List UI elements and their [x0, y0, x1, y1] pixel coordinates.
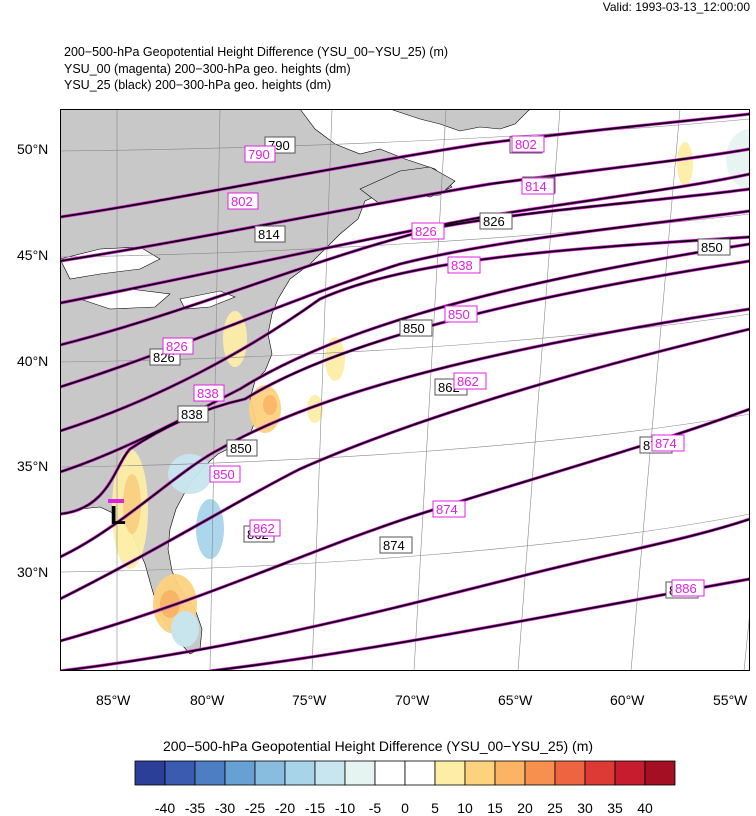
lat-label: 40°N [17, 353, 49, 369]
lon-label: 80°W [190, 692, 225, 708]
contour-label: 850 [701, 240, 723, 255]
contour-label: 874 [383, 538, 405, 553]
contour-label: 814 [258, 227, 280, 242]
colorbar-swatch [164, 760, 196, 786]
colorbar-tick-label: -30 [214, 800, 236, 816]
height-map: L 790 802 814 814 826 826 838 850 850 85… [60, 109, 750, 671]
contour-label: 826 [166, 339, 188, 354]
colorbar-tick-label: 10 [457, 800, 473, 816]
lon-label: 55°W [713, 692, 748, 708]
colorbar-tick-label: 30 [577, 800, 593, 816]
colorbar-swatch [464, 760, 496, 786]
colorbar-swatch [194, 760, 226, 786]
valid-time-label: Valid: 1993-03-13_12:00:00 [602, 0, 750, 14]
contour-label: 838 [451, 258, 473, 273]
contour-label: 838 [181, 407, 203, 422]
contour-label: 826 [415, 224, 437, 239]
colorbar-swatch [344, 760, 376, 786]
lon-label: 60°W [610, 692, 645, 708]
colorbar-tick-label: -25 [244, 800, 266, 816]
colorbar-tick-label: 40 [637, 800, 653, 816]
colorbar-swatch [614, 760, 646, 786]
colorbar-tick-label: -40 [154, 800, 176, 816]
colorbar-tick-label: 25 [547, 800, 563, 816]
lat-label: 35°N [17, 458, 49, 474]
contour-label: 850 [448, 307, 470, 322]
map-frame [60, 109, 750, 671]
lon-label: 70°W [395, 692, 430, 708]
colorbar-swatch [494, 760, 526, 786]
lat-label: 45°N [17, 247, 49, 263]
contour-label: 850 [213, 467, 235, 482]
graticule [60, 109, 750, 671]
contour-label: 826 [483, 214, 505, 229]
land-maritimes [389, 109, 531, 132]
colorbar-swatch [224, 760, 256, 786]
colorbar-tick-label: -20 [274, 800, 296, 816]
colorbar-swatch [404, 760, 436, 786]
colorbar-tick-label: -35 [184, 800, 206, 816]
contour-label: 814 [525, 179, 547, 194]
difference-shading [112, 129, 750, 647]
colorbar-title: 200−500-hPa Geopotential Height Differen… [162, 738, 594, 754]
lon-label: 75°W [292, 692, 327, 708]
lat-label: 30°N [17, 564, 49, 580]
low-pressure-marker: L [108, 499, 126, 530]
colorbar-swatch [524, 760, 556, 786]
lat-label: 50°N [17, 141, 49, 157]
colorbar-tick-label: 0 [401, 800, 409, 816]
colorbar-swatch [254, 760, 286, 786]
colorbar-tick-label: -5 [368, 800, 382, 816]
lon-label: 85°W [96, 692, 131, 708]
colorbar-swatch [134, 760, 166, 786]
low-marker-label: L [110, 500, 126, 530]
colorbar-tick-label: -15 [304, 800, 326, 816]
contour-label: 802 [515, 137, 537, 152]
contour-label: 862 [253, 521, 275, 536]
magenta-contour-labels: 790 802 802 814 826 826 838 838 850 850 … [162, 135, 705, 597]
contour-label: 862 [457, 374, 479, 389]
colorbar-swatch [584, 760, 616, 786]
colorbar [134, 760, 676, 786]
colorbar-swatch [284, 760, 316, 786]
title-line-1: 200−500-hPa Geopotential Height Differen… [64, 45, 449, 59]
colorbar-swatch [434, 760, 466, 786]
colorbar-tick-label: 15 [487, 800, 503, 816]
colorbar-swatch [644, 760, 676, 786]
title-line-2: YSU_00 (magenta) 200−300-hPa geo. height… [64, 62, 351, 76]
colorbar-swatch [374, 760, 406, 786]
contour-label: 874 [655, 436, 677, 451]
colorbar-tick-label: 5 [431, 800, 439, 816]
contour-label: 886 [675, 581, 697, 596]
colorbar-swatch [314, 760, 346, 786]
contour-label: 874 [436, 502, 458, 517]
colorbar-tick-label: 20 [517, 800, 533, 816]
contour-label: 838 [197, 386, 219, 401]
contour-label: 850 [403, 321, 425, 336]
colorbar-tick-label: 35 [607, 800, 623, 816]
title-line-3: YSU_25 (black) 200−300-hPa geo. heights … [64, 78, 332, 92]
contour-label: 850 [230, 441, 252, 456]
contour-label: 802 [231, 194, 253, 209]
colorbar-swatch [554, 760, 586, 786]
contour-label: 790 [248, 147, 270, 162]
lon-label: 65°W [498, 692, 533, 708]
colorbar-tick-label: -10 [334, 800, 356, 816]
